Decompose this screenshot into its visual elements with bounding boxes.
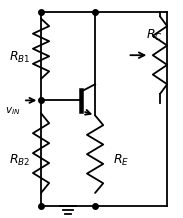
Text: $R_{B2}$: $R_{B2}$	[9, 153, 30, 168]
Text: $R_E$: $R_E$	[113, 153, 129, 168]
Text: $v_{IN}$: $v_{IN}$	[5, 105, 20, 117]
Text: $R_C$: $R_C$	[145, 28, 162, 43]
Text: $R_{B1}$: $R_{B1}$	[9, 50, 30, 65]
